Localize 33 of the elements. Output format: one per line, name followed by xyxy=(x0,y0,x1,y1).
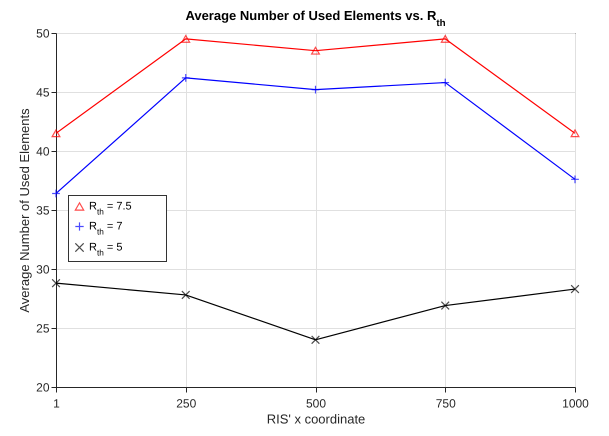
y-tick-label: 25 xyxy=(36,322,50,336)
y-axis-title: Average Number of Used Elements xyxy=(17,108,32,313)
x-tick-label: 1 xyxy=(53,396,60,410)
point xyxy=(570,129,580,138)
x-tick-label: 500 xyxy=(306,396,326,410)
y-tick-label: 20 xyxy=(36,380,50,394)
point xyxy=(440,78,450,88)
point xyxy=(440,301,450,310)
chart-title: Average Number of Used Elements vs. R$_{th}$ xyxy=(185,8,446,28)
y-tick-label: 45 xyxy=(36,86,50,100)
point xyxy=(52,129,60,138)
point xyxy=(52,278,60,288)
x-axis-title: RIS' x coordinate xyxy=(266,412,366,426)
y-tick-label: 30 xyxy=(36,262,50,276)
point xyxy=(181,290,190,300)
point xyxy=(311,85,320,94)
point xyxy=(570,284,580,294)
legend-label: R$_{th}$ = 7.5 xyxy=(89,200,132,216)
point xyxy=(181,73,190,82)
point xyxy=(311,335,320,344)
x-tick-label: 1000 xyxy=(562,396,590,410)
y-tick-label: 50 xyxy=(36,26,50,40)
point xyxy=(570,174,580,184)
legend-label: R$_{th}$ = 7 xyxy=(89,220,122,236)
point xyxy=(311,46,320,55)
point xyxy=(181,34,190,43)
legend-label: R$_{th}$ = 5 xyxy=(89,242,122,257)
x-tick-label: 250 xyxy=(176,396,197,410)
point xyxy=(440,34,450,43)
y-tick-label: 35 xyxy=(36,204,50,218)
point xyxy=(52,189,60,198)
y-tick-label: 40 xyxy=(36,144,50,158)
x-tick-label: 750 xyxy=(436,396,456,410)
